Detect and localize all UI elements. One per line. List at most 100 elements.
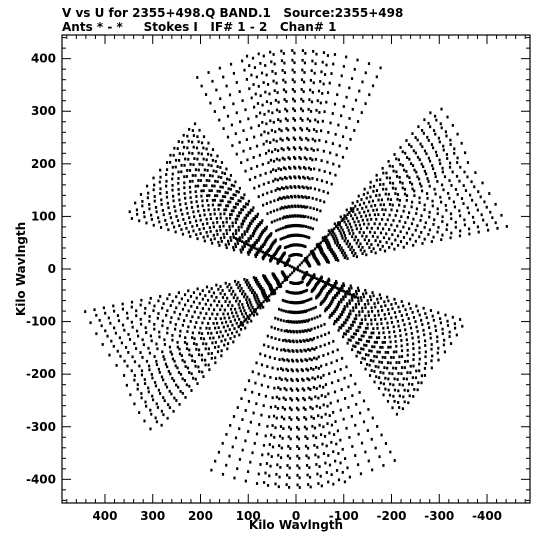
uv-point: [423, 237, 426, 241]
uv-point: [247, 399, 251, 403]
uv-point: [392, 383, 395, 387]
uv-point: [355, 292, 358, 296]
uv-point: [432, 167, 435, 171]
uv-point: [213, 110, 216, 113]
uv-point: [143, 311, 146, 315]
uv-point: [251, 56, 255, 60]
uv-point: [170, 392, 173, 396]
uv-point: [148, 203, 151, 206]
uv-point: [222, 224, 225, 228]
uv-point: [410, 145, 413, 148]
uv-point: [202, 173, 206, 177]
uv-point: [110, 339, 113, 343]
uv-point: [195, 195, 198, 198]
uv-point: [199, 326, 202, 330]
uv-point: [335, 236, 338, 240]
uv-point: [186, 330, 189, 333]
uv-point: [412, 353, 415, 357]
uv-point: [403, 366, 406, 370]
uv-point: [292, 301, 295, 305]
uv-point: [221, 185, 224, 189]
uv-point: [350, 323, 353, 327]
uv-point: [432, 318, 435, 322]
uv-point: [229, 337, 232, 340]
uv-point: [350, 296, 353, 300]
uv-point: [342, 310, 345, 314]
uv-point: [301, 369, 304, 373]
uv-point: [458, 179, 461, 183]
uv-point: [188, 180, 192, 183]
uv-point: [290, 265, 293, 269]
uv-point: [153, 381, 157, 384]
uv-point: [256, 295, 259, 299]
uv-point: [214, 356, 217, 360]
uv-point: [309, 156, 312, 160]
uv-point: [217, 450, 221, 454]
uv-point: [275, 395, 278, 399]
uv-point: [402, 225, 405, 229]
uv-point: [259, 173, 262, 177]
uv-point: [230, 331, 234, 335]
uv-point: [306, 186, 310, 190]
uv-point: [262, 481, 266, 484]
uv-point: [412, 315, 416, 319]
uv-point: [196, 382, 199, 385]
uv-point: [291, 369, 294, 373]
uv-point: [201, 222, 205, 226]
uv-point: [415, 304, 418, 308]
uv-point: [382, 203, 385, 207]
uv-point: [361, 252, 364, 255]
uv-point: [329, 401, 332, 405]
uv-point: [192, 229, 195, 233]
uv-point: [171, 183, 174, 187]
uv-point: [325, 100, 328, 104]
uv-point: [395, 412, 399, 416]
uv-point: [339, 461, 342, 465]
uv-point: [278, 338, 281, 342]
uv-point: [300, 88, 303, 91]
uv-point: [349, 248, 352, 251]
uv-point: [471, 215, 475, 219]
uv-point: [476, 225, 480, 229]
uv-point: [343, 214, 346, 218]
uv-point: [236, 406, 239, 409]
uv-point: [349, 309, 352, 313]
uv-point: [257, 184, 261, 188]
uv-point: [123, 359, 126, 363]
uv-point: [207, 203, 210, 207]
uv-point: [399, 230, 402, 234]
uv-point: [294, 157, 297, 161]
uv-point: [348, 475, 351, 479]
uv-point: [416, 329, 419, 333]
uv-point: [373, 222, 376, 226]
uv-point: [318, 406, 322, 410]
uv-point: [269, 158, 273, 162]
uv-point: [446, 223, 449, 227]
uv-point: [377, 309, 380, 313]
uv-point: [347, 405, 350, 409]
uv-point: [157, 299, 160, 303]
uv-point: [158, 335, 161, 339]
uv-point: [176, 345, 179, 349]
uv-point: [368, 374, 372, 377]
uv-point: [250, 319, 253, 323]
uv-point: [292, 107, 295, 111]
uv-point: [151, 394, 154, 398]
uv-point: [171, 221, 174, 225]
uv-point: [296, 265, 300, 269]
uv-point: [208, 194, 211, 197]
uv-point: [287, 359, 290, 363]
x-tick-label: 0: [292, 509, 300, 523]
uv-point: [272, 209, 276, 213]
uv-point: [407, 302, 411, 306]
uv-point: [373, 213, 377, 217]
uv-point: [454, 188, 458, 191]
uv-point: [373, 354, 376, 358]
uv-point: [309, 206, 312, 210]
uv-point: [296, 445, 299, 448]
uv-point: [217, 326, 220, 330]
uv-point: [340, 313, 344, 317]
uv-point: [262, 288, 265, 292]
uv-point: [280, 348, 283, 352]
uv-point: [303, 71, 306, 74]
